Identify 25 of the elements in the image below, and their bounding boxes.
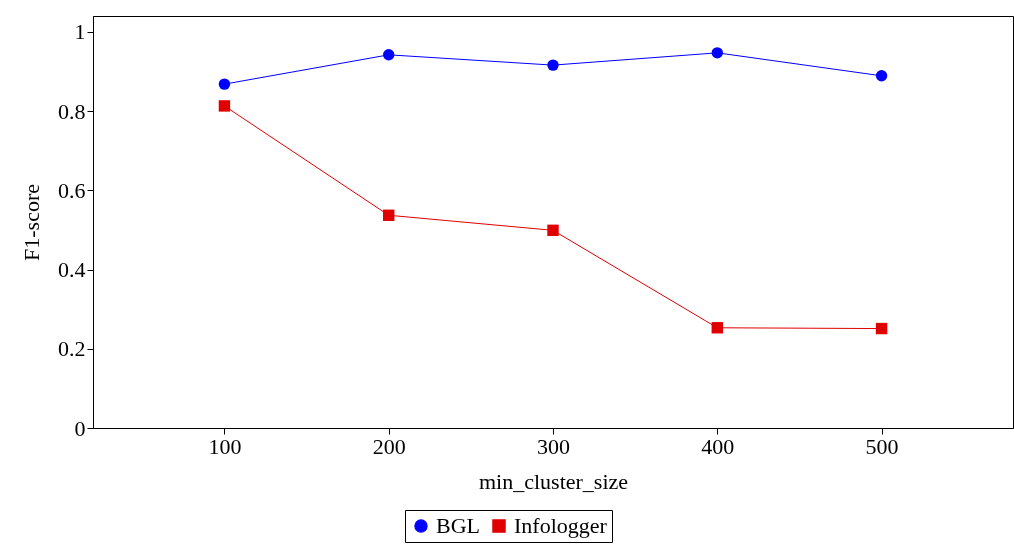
x-tick-label: 400 <box>701 433 735 459</box>
x-tick-label: 500 <box>865 433 899 459</box>
y-tick-label: 1 <box>74 19 86 45</box>
point <box>547 224 559 237</box>
x-tick-label: 300 <box>537 433 570 459</box>
x-tick-label: 100 <box>208 433 242 459</box>
point <box>218 78 231 90</box>
legend-label: BGL <box>436 513 480 538</box>
legend-label: Infologger <box>514 513 608 538</box>
point <box>711 322 723 334</box>
y-axis-title: F1-score <box>19 184 44 261</box>
point <box>218 100 231 112</box>
y-tick-label: 0.4 <box>58 257 86 283</box>
point <box>383 209 395 221</box>
point <box>875 70 888 82</box>
x-axis-title: min_cluster_size <box>478 468 629 494</box>
y-tick-label: 0.6 <box>58 177 86 203</box>
y-tick-label: 0 <box>74 415 86 441</box>
point <box>875 322 888 335</box>
point <box>383 49 395 61</box>
y-tick-label: 0.2 <box>58 336 86 362</box>
point <box>547 59 559 71</box>
y-tick-label: 0.8 <box>58 98 86 124</box>
x-tick-label: 200 <box>372 433 406 459</box>
point <box>711 47 723 59</box>
